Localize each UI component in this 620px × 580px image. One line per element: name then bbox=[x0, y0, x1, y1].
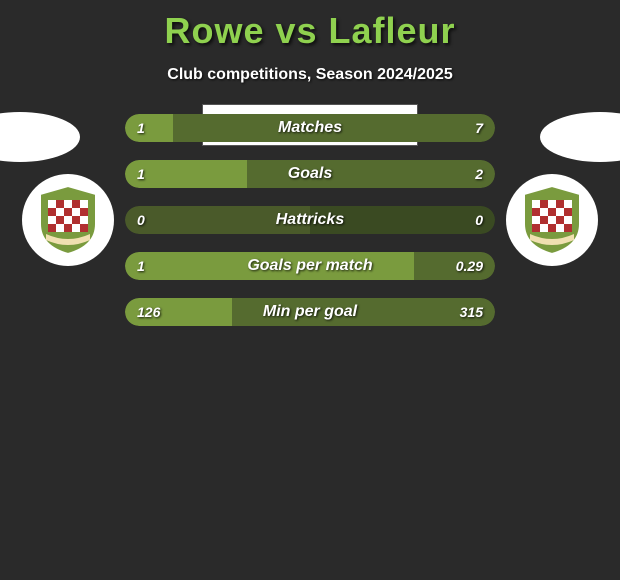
subtitle: Club competitions, Season 2024/2025 bbox=[0, 66, 620, 84]
club-crest-right bbox=[506, 174, 598, 266]
stat-label: Min per goal bbox=[125, 298, 495, 326]
stat-row: 00Hattricks bbox=[125, 206, 495, 234]
stat-label: Matches bbox=[125, 114, 495, 142]
player-photo-left bbox=[0, 112, 80, 162]
player-photo-right bbox=[540, 112, 620, 162]
stat-label: Goals per match bbox=[125, 252, 495, 280]
stat-row: 126315Min per goal bbox=[125, 298, 495, 326]
stat-label: Hattricks bbox=[125, 206, 495, 234]
stat-row: 17Matches bbox=[125, 114, 495, 142]
page-title: Rowe vs Lafleur bbox=[0, 0, 620, 52]
stat-label: Goals bbox=[125, 160, 495, 188]
stat-bars: 17Matches 12Goals 00Hattricks 10.29Goals pe… bbox=[110, 114, 510, 344]
stat-row: 12Goals bbox=[125, 160, 495, 188]
shield-icon bbox=[520, 184, 584, 256]
shield-icon bbox=[36, 184, 100, 256]
club-crest-left bbox=[22, 174, 114, 266]
stat-row: 10.29Goals per match bbox=[125, 252, 495, 280]
